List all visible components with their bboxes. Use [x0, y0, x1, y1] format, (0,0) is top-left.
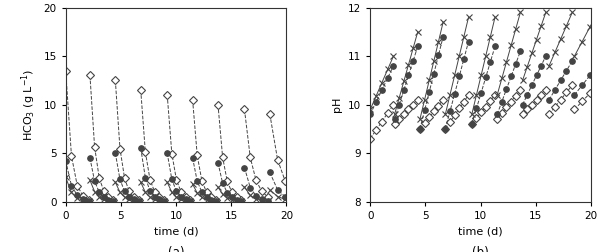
Text: (b): (b)	[472, 246, 489, 252]
Y-axis label: pH: pH	[333, 97, 343, 112]
X-axis label: time (d): time (d)	[153, 226, 198, 236]
Y-axis label: HCO$_3$ (g L$^{-1}$): HCO$_3$ (g L$^{-1}$)	[19, 69, 38, 141]
X-axis label: time (d): time (d)	[458, 226, 503, 236]
Text: (a): (a)	[168, 246, 184, 252]
